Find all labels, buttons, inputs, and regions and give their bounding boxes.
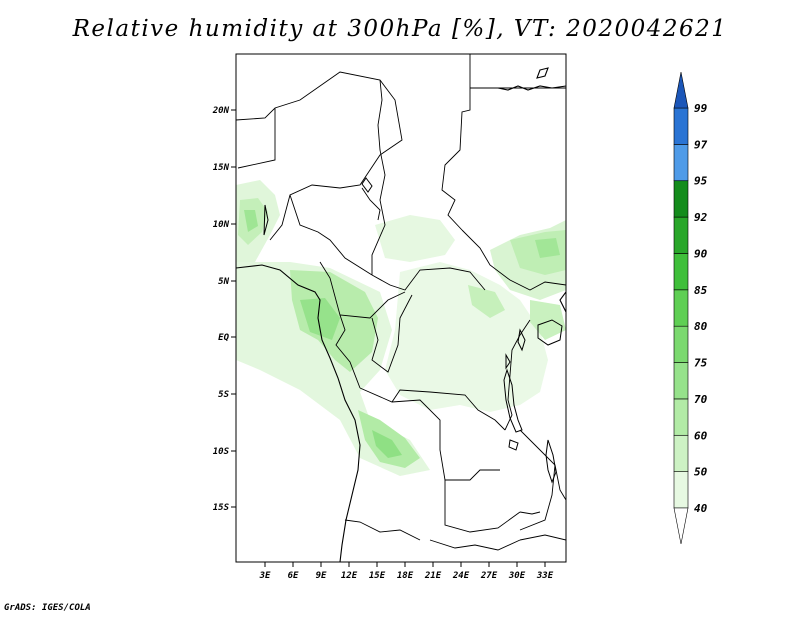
lon-label: 30E [508, 571, 526, 581]
colorbar-swatch [673, 289, 689, 327]
colorbar-swatch [673, 325, 689, 363]
colorbar-max-arrow [673, 71, 689, 109]
colorbar-swatch [673, 216, 689, 254]
lon-label: 3E [259, 571, 271, 581]
colorbar-swatch [673, 144, 689, 182]
lon-label: 27E [480, 571, 498, 581]
lon-label: 15E [369, 571, 386, 581]
humidity-peak-east [535, 238, 560, 258]
colorbar-swatch [673, 107, 689, 145]
map-frame [235, 53, 567, 563]
colorbar-label: 50 [694, 466, 708, 479]
lat-label: EQ [218, 333, 229, 343]
colorbar-swatch [673, 180, 689, 218]
colorbar-label: 99 [694, 102, 708, 115]
colorbar-label: 75 [694, 357, 708, 370]
lake-kivu [505, 353, 511, 370]
lon-label: 6E [288, 571, 299, 581]
lake-mweru [508, 439, 519, 451]
lake-victoria [537, 319, 563, 346]
lon-label: 33E [536, 571, 554, 581]
lake-kariba [519, 511, 541, 515]
credit-label: GrADS: IGES/COLA [4, 603, 91, 613]
colorbar-swatch [673, 253, 689, 291]
lat-label: 10N [213, 220, 230, 230]
colorbar-swatch [673, 434, 689, 472]
lon-label: 24E [452, 571, 470, 581]
humidity-region-west [236, 262, 430, 476]
lat-label: 10S [213, 447, 230, 457]
lat-label: 5N [218, 277, 229, 287]
longitude-axis: 3E 6E 9E 12E 15E 18E 21E 24E 27E 30E 33E [259, 562, 554, 581]
colorbar: 40 50 60 70 75 80 85 90 92 95 97 99 [673, 71, 708, 545]
coastline [236, 67, 566, 562]
humidity-core-coast [530, 300, 566, 340]
colorbar-label: 70 [694, 393, 708, 406]
humidity-field [236, 180, 566, 476]
lat-label: 15N [213, 163, 230, 173]
colorbar-label: 90 [694, 247, 708, 260]
lon-label: 18E [397, 571, 414, 581]
colorbar-swatch [673, 471, 689, 509]
colorbar-label: 80 [694, 320, 708, 333]
country-borders [236, 54, 566, 551]
lon-label: 9E [316, 571, 327, 581]
humidity-core-great-lakes [468, 285, 505, 318]
colorbar-label: 92 [694, 211, 708, 224]
lat-label: 20N [212, 106, 230, 116]
colorbar-label: 60 [694, 429, 708, 442]
lon-label: 21E [424, 571, 442, 581]
humidity-region-congo [385, 262, 548, 412]
lon-label: 12E [341, 571, 358, 581]
latitude-axis: 20N 15N 10N 5N EQ 5S 10S 15S [212, 106, 236, 513]
humidity-peak-angola [372, 430, 402, 458]
lake-tanganyika [503, 368, 523, 433]
colorbar-label: 97 [694, 138, 708, 151]
colorbar-min-arrow [673, 507, 689, 545]
lat-label: 5S [218, 390, 229, 400]
humidity-region-ne-patch [375, 215, 455, 262]
colorbar-label: 85 [694, 284, 708, 297]
colorbar-swatch [673, 362, 689, 400]
lake-volta [263, 204, 269, 236]
colorbar-label: 40 [694, 502, 708, 515]
colorbar-label: 95 [694, 175, 708, 188]
humidity-peak-nw [244, 210, 258, 232]
map-title: Relative humidity at 300hPa [%], VT: 202… [72, 16, 728, 42]
lat-label: 15S [213, 503, 230, 513]
lake-chad [361, 177, 373, 193]
colorbar-swatch [673, 398, 689, 436]
lake-malawi [545, 439, 557, 484]
lake-albert [517, 328, 526, 352]
lakes [263, 177, 563, 515]
humidity-peak-cameroon [300, 298, 340, 340]
